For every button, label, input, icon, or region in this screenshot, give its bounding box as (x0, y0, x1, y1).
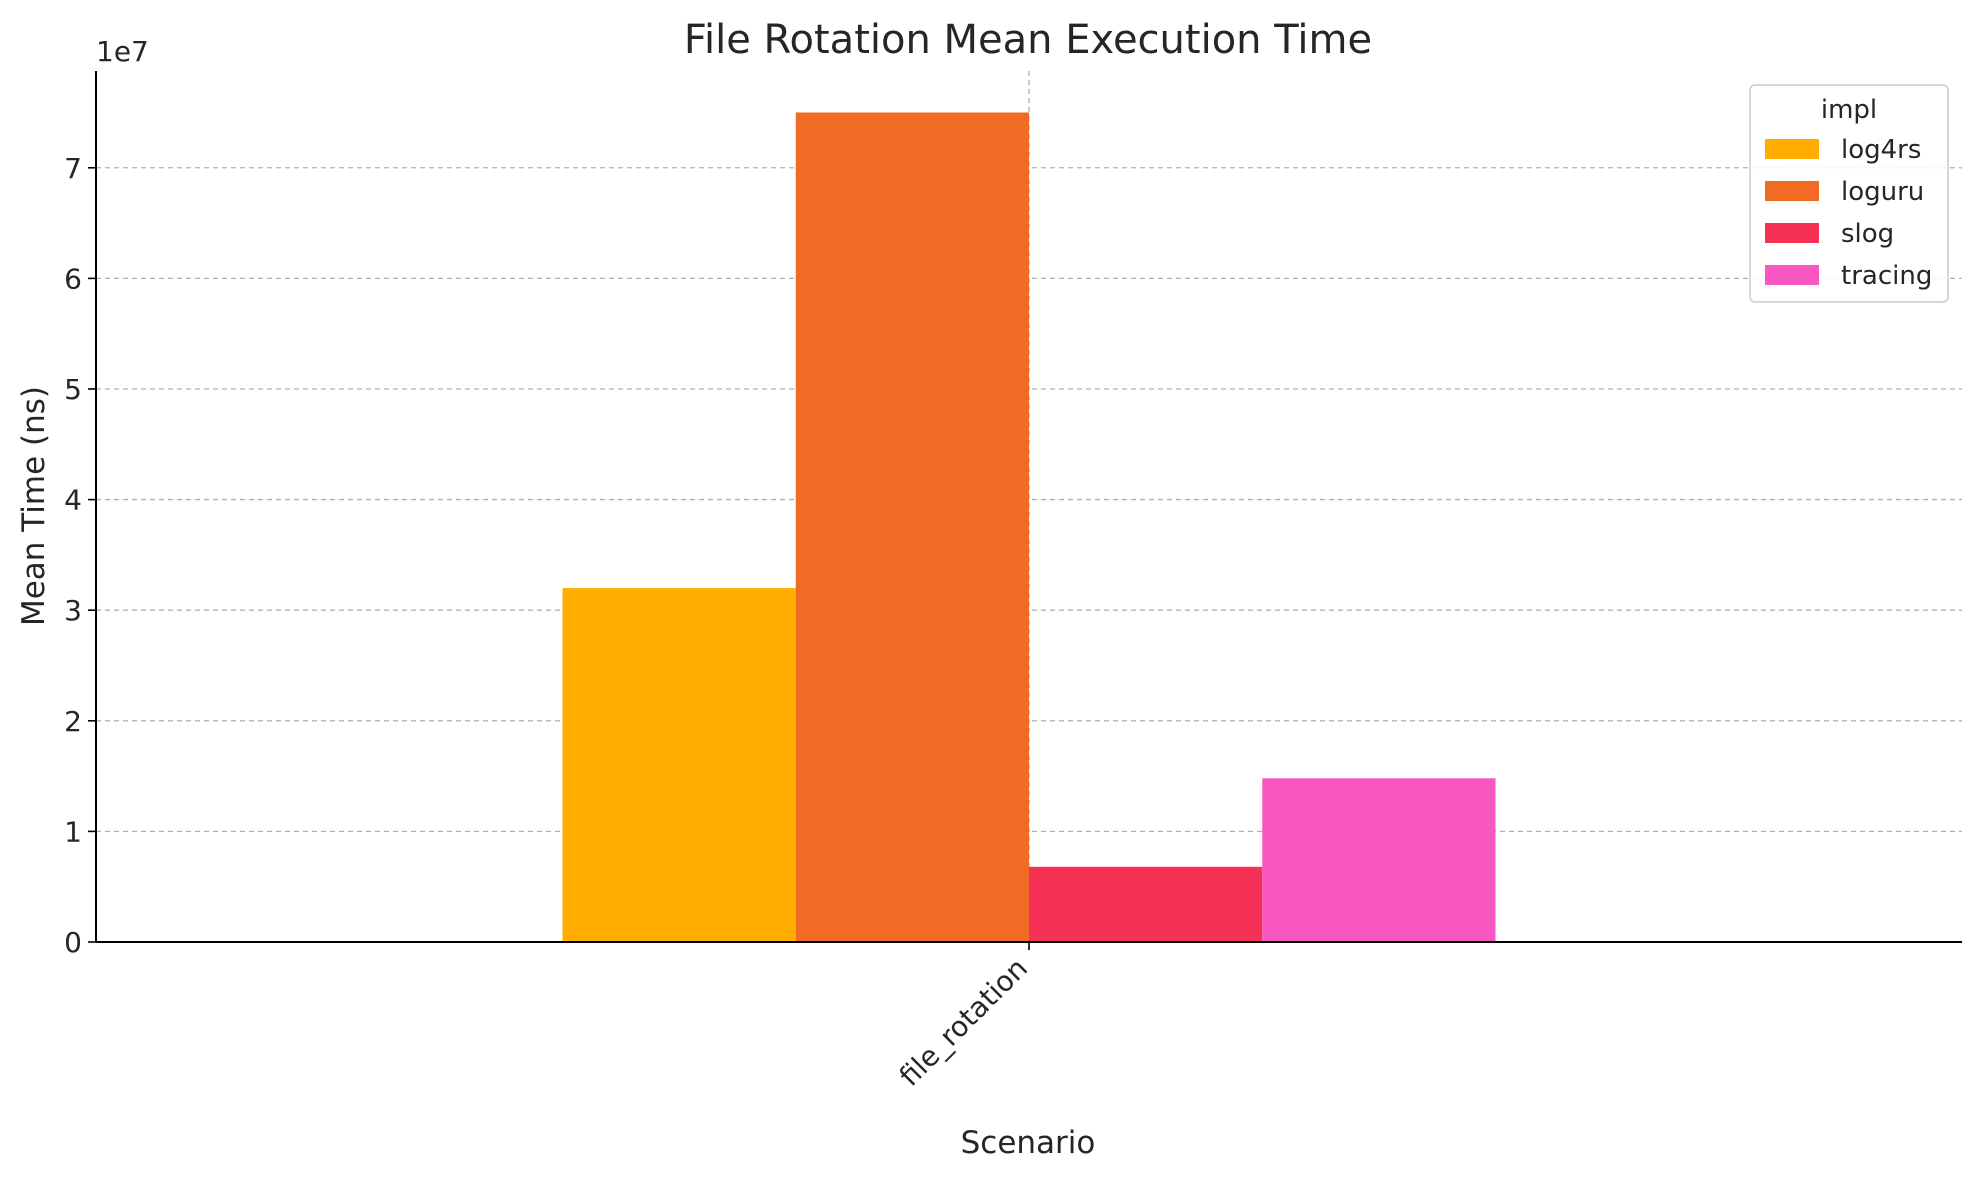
bar-slog (1029, 866, 1263, 942)
legend: impl log4rs loguru slog tracing (1749, 84, 1949, 303)
legend-title: impl (1821, 95, 1877, 125)
legend-swatch-slog (1765, 223, 1819, 243)
y-tick-label: 3 (64, 594, 82, 627)
y-offset-label: 1e7 (96, 35, 149, 68)
legend-swatch-log4rs (1765, 139, 1819, 159)
y-axis-label: Mean Time (ns) (16, 386, 52, 626)
y-tick-label: 2 (64, 705, 82, 738)
y-tick-label: 5 (64, 373, 82, 406)
legend-items: log4rs loguru slog tracing (1765, 135, 1932, 291)
y-tick-label: 1 (64, 815, 82, 848)
chart-title: File Rotation Mean Execution Time (684, 17, 1372, 63)
legend-swatch-tracing (1765, 265, 1819, 285)
x-tick-label: file_rotation (893, 952, 1034, 1093)
y-tick-label: 4 (64, 484, 82, 517)
bar-tracing (1262, 778, 1496, 942)
legend-label-tracing: tracing (1841, 261, 1932, 291)
legend-swatch-loguru (1765, 181, 1819, 201)
legend-label-loguru: loguru (1841, 177, 1924, 207)
x-ticks: file_rotation (893, 942, 1034, 1093)
bar-log4rs (562, 588, 796, 942)
bar-loguru (795, 112, 1029, 942)
y-ticks: 0 1 2 3 4 5 6 7 (64, 152, 96, 959)
bars (562, 112, 1496, 942)
x-axis-label: Scenario (961, 1125, 1096, 1161)
y-tick-label: 0 (64, 926, 82, 959)
y-tick-label: 7 (64, 152, 82, 185)
y-tick-label: 6 (64, 262, 82, 295)
legend-label-log4rs: log4rs (1841, 135, 1921, 165)
legend-label-slog: slog (1841, 219, 1894, 249)
